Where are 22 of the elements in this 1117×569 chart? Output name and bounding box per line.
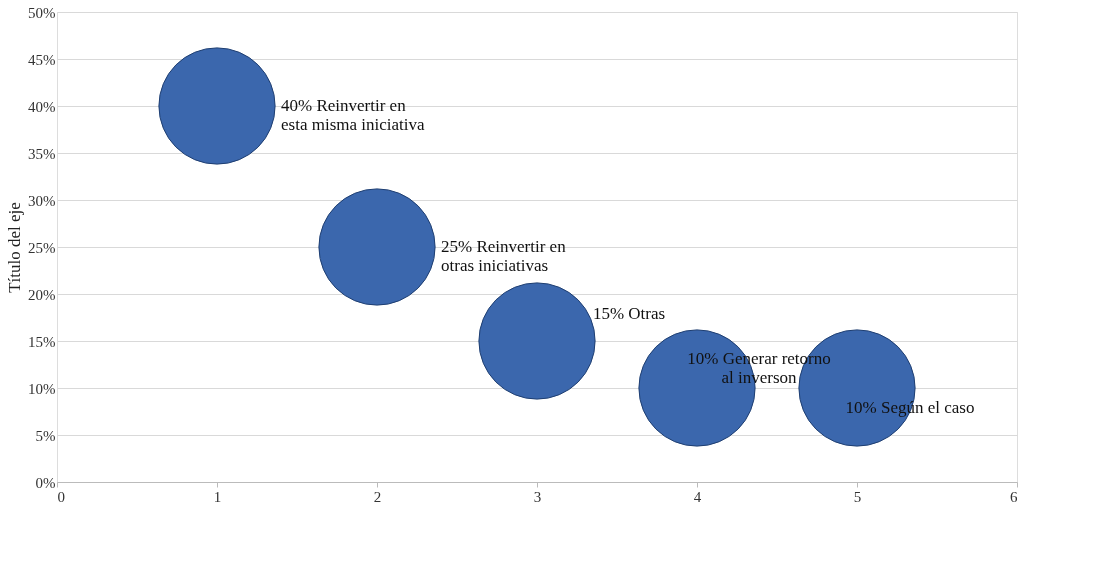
data-label: 15% Otras [592, 304, 666, 323]
x-tick-label: 6 [1010, 488, 1018, 505]
y-tick-label: 15% [28, 333, 56, 350]
x-tick-label: 2 [373, 488, 382, 505]
y-tick-label: 10% [28, 380, 56, 397]
x-tick-label: 1 [213, 488, 222, 505]
y-tick-label: 45% [28, 51, 56, 68]
y-axis-title: Título del eje [5, 202, 24, 293]
data-label: 25% Reinvertir en otras iniciativas [441, 237, 567, 275]
x-tick-label: 3 [533, 488, 542, 505]
y-tick-label: 5% [35, 427, 56, 444]
y-tick-label: 30% [28, 192, 56, 209]
y-tick-label: 35% [28, 145, 56, 162]
data-label: 40% Reinvertir en esta misma iniciativa [281, 96, 425, 134]
y-tick-label: 40% [28, 98, 56, 115]
y-tick-label: 0% [35, 474, 56, 491]
y-tick-label: 25% [28, 239, 56, 256]
x-tick-label: 4 [693, 488, 702, 505]
y-tick-label: 20% [28, 286, 56, 303]
x-tick-label: 0 [57, 488, 65, 505]
y-tick-label: 50% [28, 4, 56, 21]
x-tick-label: 5 [853, 488, 862, 505]
